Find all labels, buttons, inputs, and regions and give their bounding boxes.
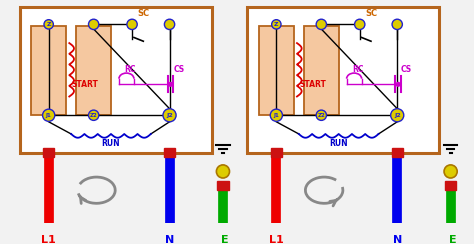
Text: RC: RC [125, 65, 136, 74]
Circle shape [444, 165, 457, 178]
Bar [19, 8, 212, 153]
Bar [258, 26, 294, 115]
Text: Z2: Z2 [318, 113, 325, 118]
Circle shape [392, 19, 402, 30]
Text: J1: J1 [46, 113, 52, 118]
Circle shape [89, 19, 99, 30]
Bar [217, 181, 228, 190]
Bar [445, 181, 456, 190]
Text: Z: Z [46, 22, 51, 27]
Circle shape [316, 19, 327, 30]
Circle shape [44, 20, 54, 29]
Bar [164, 148, 175, 157]
Text: L1: L1 [269, 235, 284, 244]
Circle shape [396, 82, 400, 86]
Bar [392, 148, 403, 157]
Text: N: N [392, 235, 402, 244]
Circle shape [270, 109, 283, 121]
Circle shape [89, 110, 99, 120]
Text: RUN: RUN [101, 139, 120, 148]
Text: J1: J1 [273, 113, 279, 118]
Bar [303, 26, 339, 115]
Text: RC: RC [352, 65, 364, 74]
Text: START: START [300, 80, 326, 89]
Text: CS: CS [401, 65, 412, 74]
Text: CS: CS [173, 65, 184, 74]
Bar [31, 26, 66, 115]
Circle shape [217, 165, 229, 178]
Text: Z: Z [274, 22, 279, 27]
Circle shape [391, 109, 404, 122]
Text: J2: J2 [394, 113, 401, 118]
Circle shape [272, 20, 281, 29]
Text: N: N [165, 235, 174, 244]
Text: SC: SC [137, 9, 149, 18]
Text: START: START [72, 80, 99, 89]
Text: J2: J2 [166, 113, 173, 118]
Text: Z2: Z2 [90, 113, 98, 118]
Circle shape [355, 19, 365, 30]
Circle shape [164, 19, 175, 30]
Text: E: E [449, 235, 456, 244]
Bar [76, 26, 111, 115]
Text: SC: SC [365, 9, 377, 18]
Circle shape [43, 109, 55, 121]
Bar [43, 148, 55, 157]
Circle shape [127, 19, 137, 30]
Circle shape [169, 82, 173, 86]
Text: L1: L1 [41, 235, 56, 244]
Circle shape [316, 110, 327, 120]
Bar [247, 8, 439, 153]
Text: RUN: RUN [329, 139, 348, 148]
Bar [271, 148, 282, 157]
Circle shape [163, 109, 176, 122]
Text: E: E [221, 235, 228, 244]
